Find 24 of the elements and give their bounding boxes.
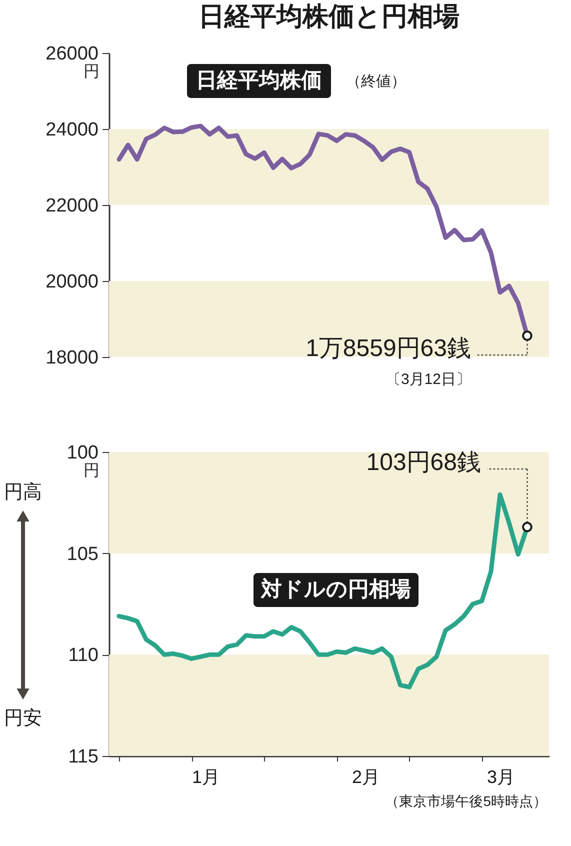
annotation: （終値） <box>346 73 406 90</box>
y-tick-label: 20000 <box>46 272 98 292</box>
y-tick-label: 100 <box>66 442 98 464</box>
text: 〔3月12日〕 <box>386 371 471 388</box>
y-axis-title: 円 <box>84 64 100 80</box>
y-tick-label: 22000 <box>46 196 98 216</box>
text: （東京市場午後5時時点） <box>385 793 547 809</box>
annotation: 対ドルの円相場 <box>260 577 411 601</box>
y-tick-label: 110 <box>68 645 98 666</box>
chart-title: 日経平均株価と円相場 <box>198 1 460 31</box>
annotation: 日経平均株価 <box>196 69 322 92</box>
annotation: 103円68銭 <box>366 449 481 476</box>
y-tick-label: 105 <box>66 544 98 565</box>
y-axis-title: 円 <box>84 462 100 480</box>
y-tick-label: 18000 <box>46 348 98 368</box>
annotation: 1万8559円63銭 <box>306 335 471 362</box>
text: 1月 <box>192 767 220 787</box>
text: 2月 <box>352 767 380 787</box>
text: 3月 <box>486 767 516 787</box>
y-tick-label: 26000 <box>46 44 98 64</box>
y-tick-label: 115 <box>68 746 98 768</box>
y-tick-label: 24000 <box>46 120 98 140</box>
text: 円高 <box>4 481 42 503</box>
text: 円安 <box>4 707 42 729</box>
